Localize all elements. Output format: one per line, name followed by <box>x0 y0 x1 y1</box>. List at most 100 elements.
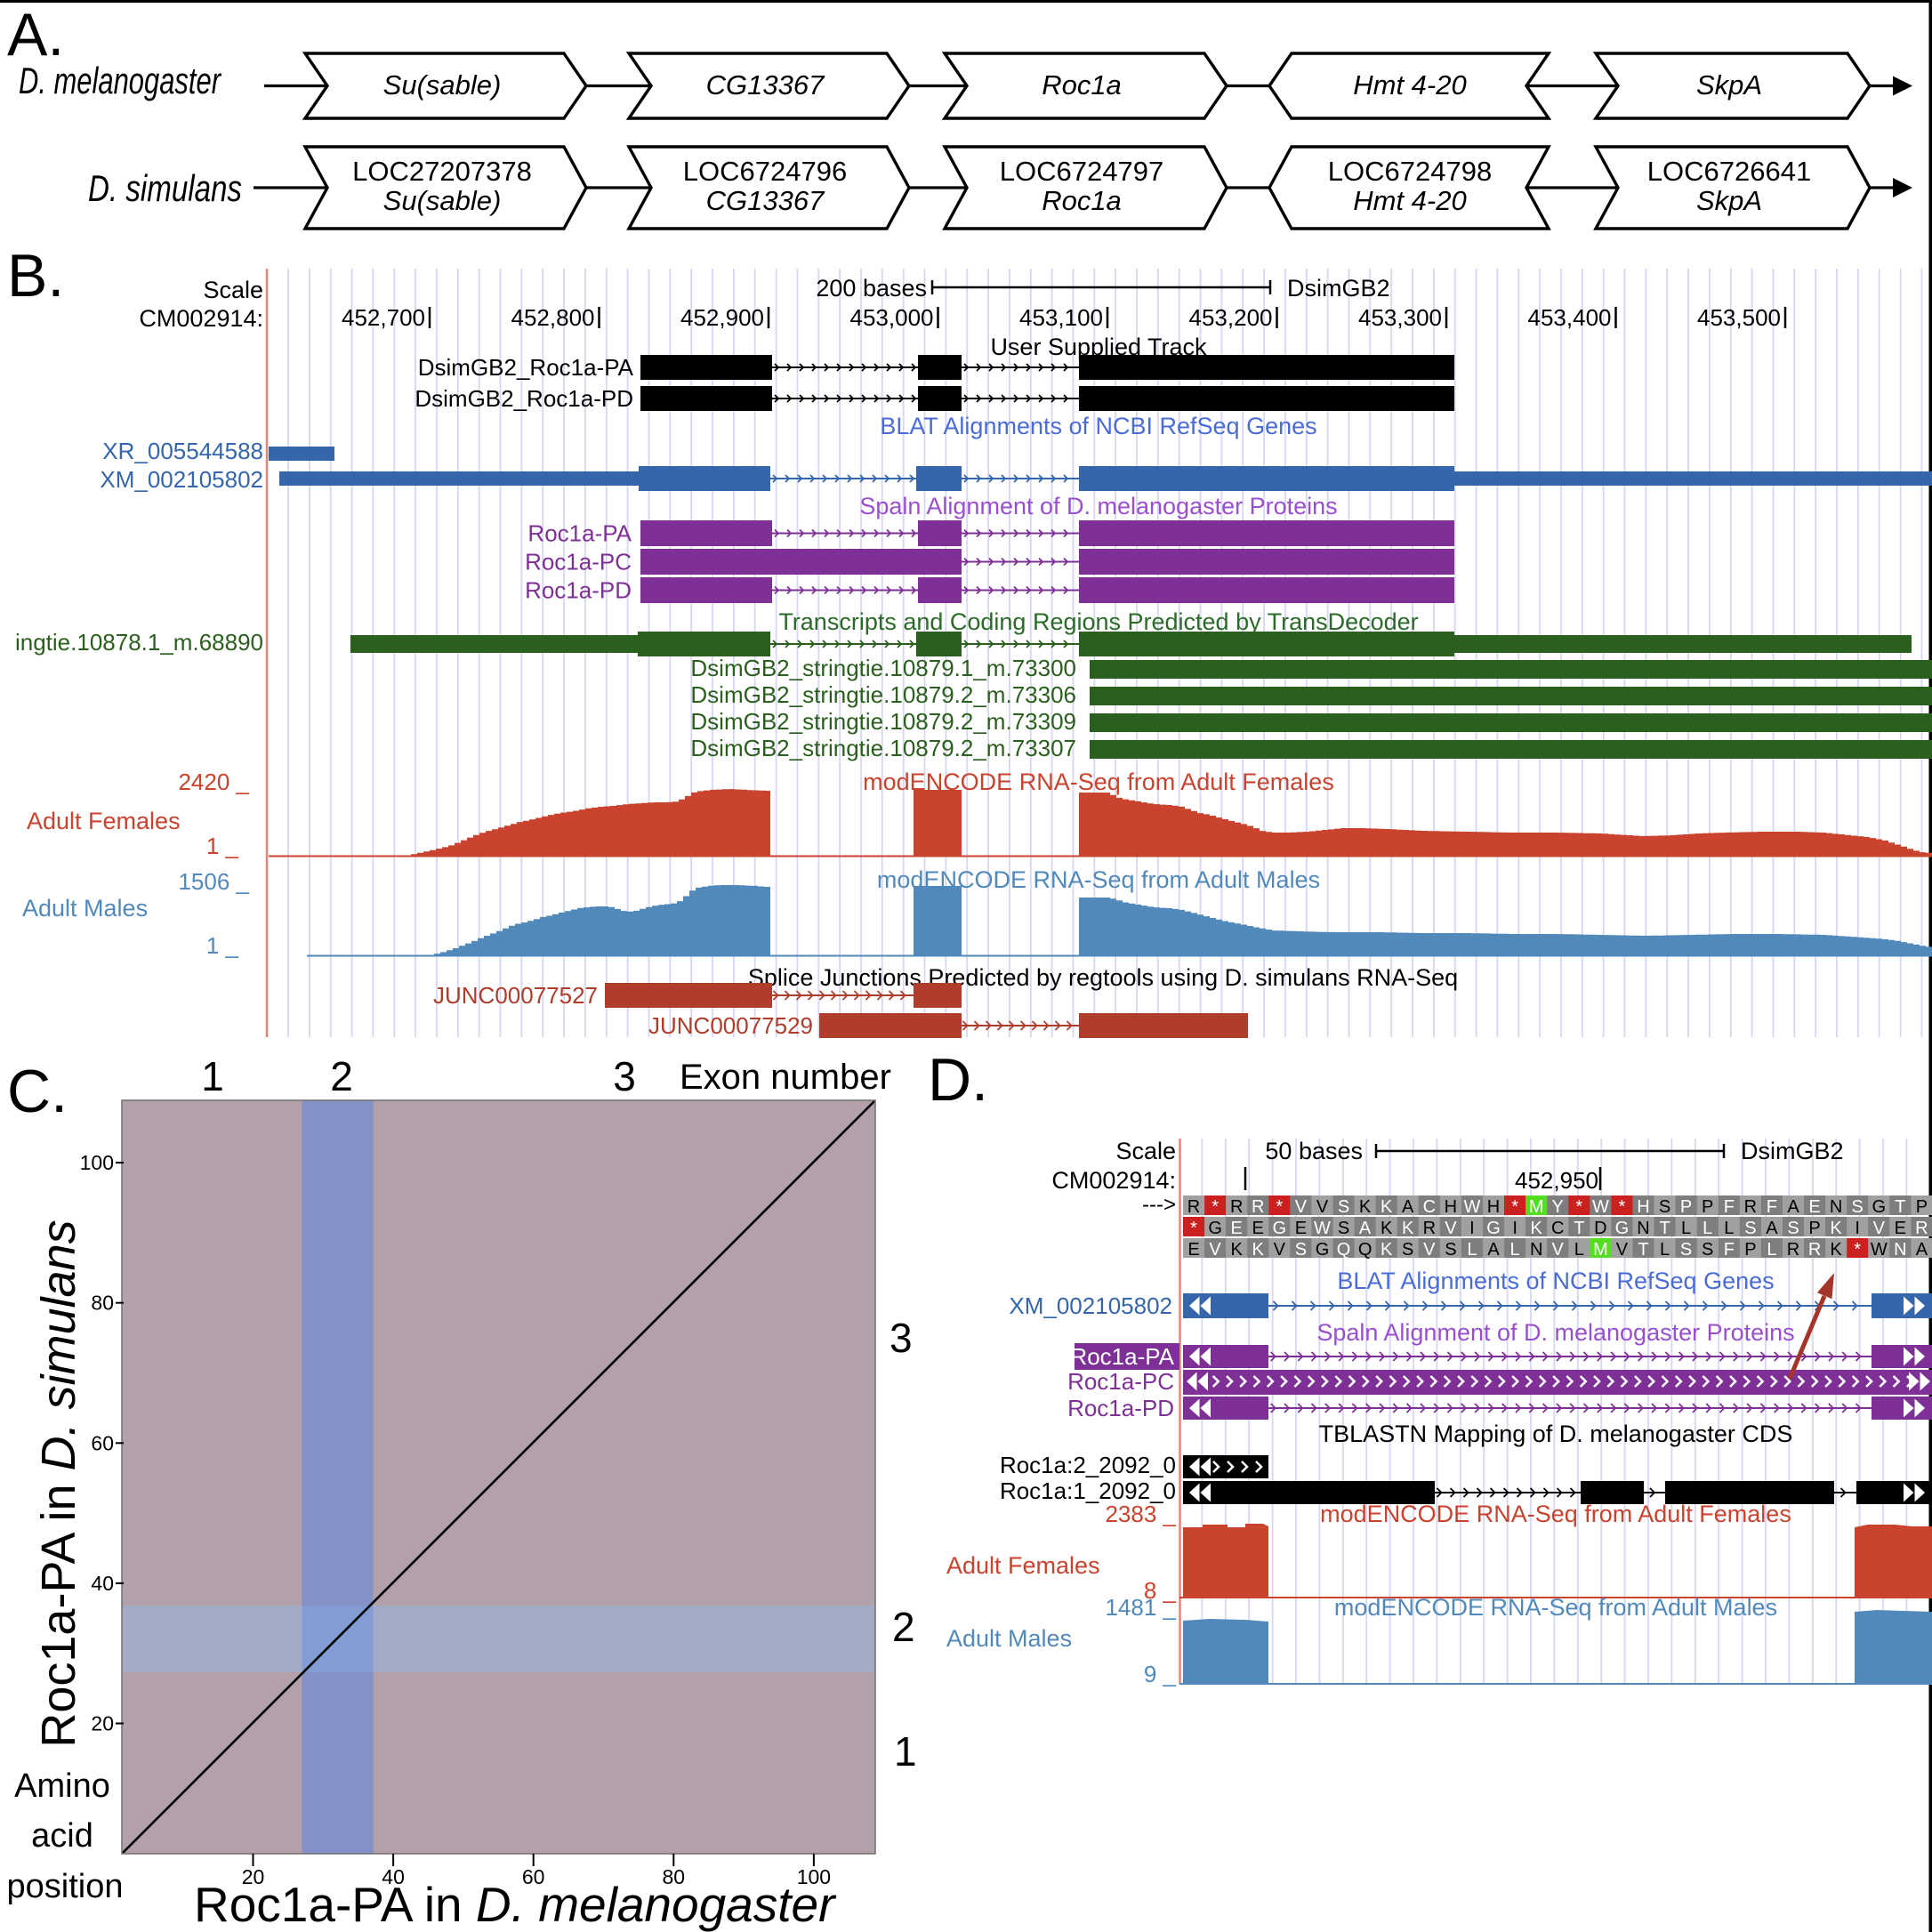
svg-text:P: P <box>1702 1197 1713 1217</box>
svg-text:Adult Females: Adult Females <box>946 1552 1100 1579</box>
svg-text:80: 80 <box>91 1292 114 1315</box>
svg-text:G: G <box>1273 1219 1287 1238</box>
svg-text:BLAT Alignments of NCBI RefSeq: BLAT Alignments of NCBI RefSeq Genes <box>1337 1268 1774 1294</box>
svg-text:Su(sable): Su(sable) <box>383 69 502 101</box>
svg-text:K: K <box>1402 1219 1414 1238</box>
svg-text:50 bases: 50 bases <box>1265 1138 1363 1164</box>
svg-text:TBLASTN Mapping of D. melanoga: TBLASTN Mapping of D. melanogaster CDS <box>1319 1421 1793 1447</box>
svg-text:S: S <box>1680 1240 1692 1260</box>
svg-text:S: S <box>1702 1240 1713 1260</box>
svg-text:A: A <box>1787 1197 1799 1217</box>
svg-text:40: 40 <box>382 1865 405 1888</box>
svg-text:SkpA: SkpA <box>1696 69 1762 101</box>
svg-text:60: 60 <box>91 1431 114 1454</box>
svg-text:100: 100 <box>80 1151 114 1174</box>
svg-text:452,700: 452,700 <box>342 304 425 331</box>
svg-text:W: W <box>1871 1240 1888 1260</box>
svg-text:C: C <box>1551 1219 1564 1238</box>
svg-text:Roc1a:2_2092_0: Roc1a:2_2092_0 <box>1000 1452 1176 1478</box>
svg-text:Roc1a-PA: Roc1a-PA <box>527 520 632 547</box>
svg-text:LOC6724797: LOC6724797 <box>1000 156 1163 187</box>
svg-text:K: K <box>1381 1219 1393 1238</box>
svg-text:P: P <box>1680 1197 1692 1217</box>
svg-text:200 bases: 200 bases <box>816 275 927 302</box>
svg-text:G: G <box>1316 1240 1330 1260</box>
svg-text:S: S <box>1787 1219 1799 1238</box>
svg-text:Roc1a-PA in D. melanogaster: Roc1a-PA in D. melanogaster <box>194 1877 837 1932</box>
svg-text:D.: D. <box>928 1046 988 1114</box>
svg-text:E: E <box>1295 1219 1307 1238</box>
svg-text:20: 20 <box>242 1865 265 1888</box>
svg-text:ingtie.10878.1_m.68890: ingtie.10878.1_m.68890 <box>15 629 263 656</box>
svg-text:CG13367: CG13367 <box>706 69 825 101</box>
svg-text:A: A <box>1766 1219 1778 1238</box>
svg-text:--->: ---> <box>1142 1193 1176 1217</box>
svg-text:Y: Y <box>1552 1197 1564 1217</box>
svg-text:L: L <box>1724 1219 1734 1238</box>
svg-text:R: R <box>1423 1219 1436 1238</box>
svg-text:Adult Females: Adult Females <box>27 808 181 834</box>
svg-text:T: T <box>1895 1197 1905 1217</box>
svg-text:P: P <box>1744 1240 1756 1260</box>
svg-text:W: W <box>1592 1197 1609 1217</box>
svg-text:A: A <box>1916 1240 1928 1260</box>
svg-text:S: S <box>1445 1240 1456 1260</box>
svg-text:L: L <box>1660 1240 1670 1260</box>
svg-text:B.: B. <box>7 242 64 310</box>
svg-text:BLAT Alignments of NCBI RefSeq: BLAT Alignments of NCBI RefSeq Genes <box>880 413 1316 439</box>
svg-text:1481 _: 1481 _ <box>1105 1594 1176 1621</box>
svg-text:1: 1 <box>894 1728 917 1775</box>
svg-text:N: N <box>1894 1240 1906 1260</box>
svg-text:M: M <box>1529 1197 1544 1217</box>
svg-text:DsimGB2_Roc1a-PD: DsimGB2_Roc1a-PD <box>415 385 633 412</box>
svg-text:452,900: 452,900 <box>680 304 764 331</box>
svg-text:E: E <box>1895 1219 1906 1238</box>
svg-text:L: L <box>1681 1219 1691 1238</box>
svg-text:Roc1a-PD: Roc1a-PD <box>1067 1395 1174 1421</box>
svg-text:L: L <box>1574 1240 1584 1260</box>
svg-text:Spaln Alignment of D. melanoga: Spaln Alignment of D. melanogaster Prote… <box>859 493 1337 519</box>
svg-text:E: E <box>1231 1219 1243 1238</box>
svg-text:R: R <box>1808 1240 1821 1260</box>
svg-text:Splice Junctions Predicted by: Splice Junctions Predicted by regtools u… <box>748 964 1458 991</box>
svg-text:L: L <box>1467 1240 1477 1260</box>
svg-text:Roc1a-PD: Roc1a-PD <box>525 577 632 604</box>
svg-text:3: 3 <box>613 1053 636 1099</box>
svg-text:G: G <box>1208 1219 1222 1238</box>
svg-text:453,000: 453,000 <box>850 304 934 331</box>
svg-text:452,800: 452,800 <box>511 304 595 331</box>
svg-text:*: * <box>1575 1197 1582 1217</box>
svg-text:LOC6726641: LOC6726641 <box>1647 156 1811 187</box>
svg-text:V: V <box>1295 1197 1308 1217</box>
svg-text:1: 1 <box>201 1053 224 1099</box>
svg-text:DsimGB2_Roc1a-PA: DsimGB2_Roc1a-PA <box>418 354 634 381</box>
svg-text:C: C <box>1423 1197 1436 1217</box>
svg-text:R: R <box>1915 1219 1928 1238</box>
svg-text:H: H <box>1637 1197 1649 1217</box>
svg-text:V: V <box>1209 1240 1221 1260</box>
svg-text:G: G <box>1872 1197 1887 1217</box>
svg-text:S: S <box>1295 1240 1307 1260</box>
svg-text:I: I <box>1469 1219 1475 1238</box>
svg-text:K: K <box>1381 1240 1393 1260</box>
svg-text:LOC6724798: LOC6724798 <box>1328 156 1492 187</box>
svg-text:Scale: Scale <box>203 277 263 303</box>
svg-text:452,950: 452,950 <box>1515 1167 1598 1194</box>
svg-text:V: V <box>1616 1240 1629 1260</box>
svg-text:modENCODE RNA-Seq from Adult M: modENCODE RNA-Seq from Adult Males <box>1334 1594 1777 1621</box>
svg-text:A: A <box>1487 1240 1500 1260</box>
svg-text:2383 _: 2383 _ <box>1105 1501 1176 1527</box>
svg-text:DsimGB2_stringtie.10879.2_m.73: DsimGB2_stringtie.10879.2_m.73307 <box>690 735 1076 761</box>
svg-text:V: V <box>1445 1219 1457 1238</box>
svg-text:453,200: 453,200 <box>1189 304 1273 331</box>
svg-text:8 _: 8 _ <box>1144 1577 1177 1604</box>
svg-text:acid: acid <box>31 1817 93 1855</box>
svg-text:T: T <box>1659 1219 1670 1238</box>
svg-text:DsimGB2_stringtie.10879.2_m.73: DsimGB2_stringtie.10879.2_m.73309 <box>690 708 1076 735</box>
svg-text:S: S <box>1338 1219 1349 1238</box>
svg-text:JUNC00077527: JUNC00077527 <box>433 982 598 1009</box>
svg-text:E: E <box>1252 1219 1264 1238</box>
svg-text:K: K <box>1359 1197 1372 1217</box>
svg-text:Roc1a: Roc1a <box>1042 185 1122 216</box>
svg-text:Roc1a-PA in D. simulans: Roc1a-PA in D. simulans <box>32 1220 85 1747</box>
